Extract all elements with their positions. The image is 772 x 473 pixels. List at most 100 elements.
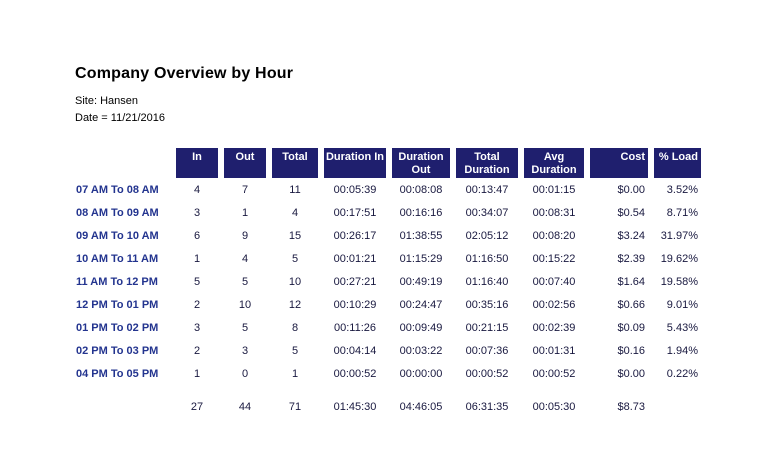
cell-total: 4 bbox=[291, 206, 299, 219]
cell-out: 5 bbox=[241, 321, 249, 334]
cell-duration-in: 00:10:29 bbox=[333, 298, 377, 311]
cell-in: 1 bbox=[193, 252, 201, 265]
page-title: Company Overview by Hour bbox=[75, 65, 294, 82]
cell-total-duration: 00:35:16 bbox=[465, 298, 509, 311]
table-row: 09 AM To 10 AM 6 9 15 00:26:17 01:38:55 … bbox=[76, 224, 701, 247]
cell-cost: $0.54 bbox=[617, 206, 645, 219]
cell-cost: $0.66 bbox=[617, 298, 645, 311]
cell-total: 5 bbox=[291, 344, 299, 357]
table-row: 11 AM To 12 PM 5 5 10 00:27:21 00:49:19 … bbox=[76, 270, 701, 293]
cell-out: 4 bbox=[241, 252, 249, 265]
cell-in: 3 bbox=[193, 206, 201, 219]
cell-out: 3 bbox=[241, 344, 249, 357]
col-header-avg-duration: Avg Duration bbox=[524, 148, 584, 178]
table-row: 10 AM To 11 AM 1 4 5 00:01:21 01:15:29 0… bbox=[76, 247, 701, 270]
cell-load: 5.43% bbox=[666, 321, 698, 334]
cell-duration-out: 00:49:19 bbox=[399, 275, 443, 288]
cell-duration-in: 00:01:21 bbox=[333, 252, 377, 265]
total-cost: $8.73 bbox=[617, 400, 645, 413]
cell-cost: $3.24 bbox=[617, 229, 645, 242]
total-duration-out: 04:46:05 bbox=[399, 400, 443, 413]
row-label: 07 AM To 08 AM bbox=[76, 183, 159, 196]
col-header-load: % Load bbox=[654, 148, 701, 178]
cell-duration-out: 00:08:08 bbox=[399, 183, 443, 196]
cell-duration-out: 00:16:16 bbox=[399, 206, 443, 219]
cell-total-duration: 01:16:50 bbox=[465, 252, 509, 265]
cell-avg-duration: 00:02:56 bbox=[532, 298, 576, 311]
cell-out: 5 bbox=[241, 275, 249, 288]
total-total: 71 bbox=[288, 400, 302, 413]
table-row: 01 PM To 02 PM 3 5 8 00:11:26 00:09:49 0… bbox=[76, 316, 701, 339]
cell-duration-out: 01:15:29 bbox=[399, 252, 443, 265]
header-row: In Out Total Duration In Duration Out To… bbox=[76, 148, 701, 178]
cell-total: 5 bbox=[291, 252, 299, 265]
cell-duration-in: 00:05:39 bbox=[333, 183, 377, 196]
col-header-out: Out bbox=[224, 148, 266, 178]
cell-total-duration: 00:07:36 bbox=[465, 344, 509, 357]
cell-load: 3.52% bbox=[666, 183, 698, 196]
row-label: 09 AM To 10 AM bbox=[76, 229, 159, 242]
cell-load: 19.58% bbox=[660, 275, 698, 288]
cell-avg-duration: 00:08:20 bbox=[532, 229, 576, 242]
date-label: Date = 11/21/2016 bbox=[75, 112, 166, 124]
cell-total-duration: 00:21:15 bbox=[465, 321, 509, 334]
site-label: Site: Hansen bbox=[75, 95, 138, 107]
row-label: 10 AM To 11 AM bbox=[76, 252, 159, 265]
total-avg-duration: 00:05:30 bbox=[532, 400, 576, 413]
cell-in: 2 bbox=[193, 344, 201, 357]
cell-in: 4 bbox=[193, 183, 201, 196]
row-label: 12 PM To 01 PM bbox=[76, 298, 159, 311]
table-row: 02 PM To 03 PM 2 3 5 00:04:14 00:03:22 0… bbox=[76, 339, 701, 362]
cell-duration-in: 00:00:52 bbox=[333, 367, 377, 380]
report-meta: Site: Hansen Date = 11/21/2016 bbox=[75, 93, 165, 127]
cell-avg-duration: 00:01:15 bbox=[532, 183, 576, 196]
col-header-duration-out: Duration Out bbox=[392, 148, 450, 178]
row-label: 02 PM To 03 PM bbox=[76, 344, 159, 357]
cell-cost: $0.09 bbox=[617, 321, 645, 334]
table-row: 04 PM To 05 PM 1 0 1 00:00:52 00:00:00 0… bbox=[76, 362, 701, 385]
cell-total-duration: 01:16:40 bbox=[465, 275, 509, 288]
cell-cost: $2.39 bbox=[617, 252, 645, 265]
table-row: 07 AM To 08 AM 4 7 11 00:05:39 00:08:08 … bbox=[76, 178, 701, 201]
cell-total: 1 bbox=[291, 367, 299, 380]
total-load bbox=[654, 385, 701, 418]
cell-cost: $0.00 bbox=[617, 183, 645, 196]
cell-cost: $0.00 bbox=[617, 367, 645, 380]
cell-load: 0.22% bbox=[666, 367, 698, 380]
row-label: 01 PM To 02 PM bbox=[76, 321, 159, 334]
cell-in: 1 bbox=[193, 367, 201, 380]
cell-duration-in: 00:27:21 bbox=[333, 275, 377, 288]
col-header-total: Total bbox=[272, 148, 318, 178]
cell-avg-duration: 00:01:31 bbox=[532, 344, 576, 357]
table-row: 12 PM To 01 PM 2 10 12 00:10:29 00:24:47… bbox=[76, 293, 701, 316]
totals-label bbox=[76, 385, 170, 418]
cell-out: 0 bbox=[241, 367, 249, 380]
cell-in: 3 bbox=[193, 321, 201, 334]
cell-total: 15 bbox=[288, 229, 302, 242]
cell-load: 19.62% bbox=[660, 252, 698, 265]
col-header-total-duration: Total Duration bbox=[456, 148, 518, 178]
cell-avg-duration: 00:15:22 bbox=[532, 252, 576, 265]
total-out: 44 bbox=[238, 400, 252, 413]
cell-avg-duration: 00:07:40 bbox=[532, 275, 576, 288]
cell-avg-duration: 00:08:31 bbox=[532, 206, 576, 219]
cell-out: 7 bbox=[241, 183, 249, 196]
cell-total: 12 bbox=[288, 298, 302, 311]
hourly-report-table: In Out Total Duration In Duration Out To… bbox=[70, 148, 707, 418]
cell-out: 1 bbox=[241, 206, 249, 219]
totals-row: 27 44 71 01:45:30 04:46:05 06:31:35 00:0… bbox=[76, 385, 701, 418]
cell-total-duration: 00:00:52 bbox=[465, 367, 509, 380]
cell-duration-out: 00:09:49 bbox=[399, 321, 443, 334]
total-in: 27 bbox=[190, 400, 204, 413]
cell-duration-out: 00:24:47 bbox=[399, 298, 443, 311]
cell-in: 6 bbox=[193, 229, 201, 242]
cell-load: 8.71% bbox=[666, 206, 698, 219]
table-row: 08 AM To 09 AM 3 1 4 00:17:51 00:16:16 0… bbox=[76, 201, 701, 224]
cell-total-duration: 02:05:12 bbox=[465, 229, 509, 242]
cell-avg-duration: 00:02:39 bbox=[532, 321, 576, 334]
cell-in: 5 bbox=[193, 275, 201, 288]
cell-cost: $0.16 bbox=[617, 344, 645, 357]
cell-out: 9 bbox=[241, 229, 249, 242]
cell-duration-in: 00:26:17 bbox=[333, 229, 377, 242]
